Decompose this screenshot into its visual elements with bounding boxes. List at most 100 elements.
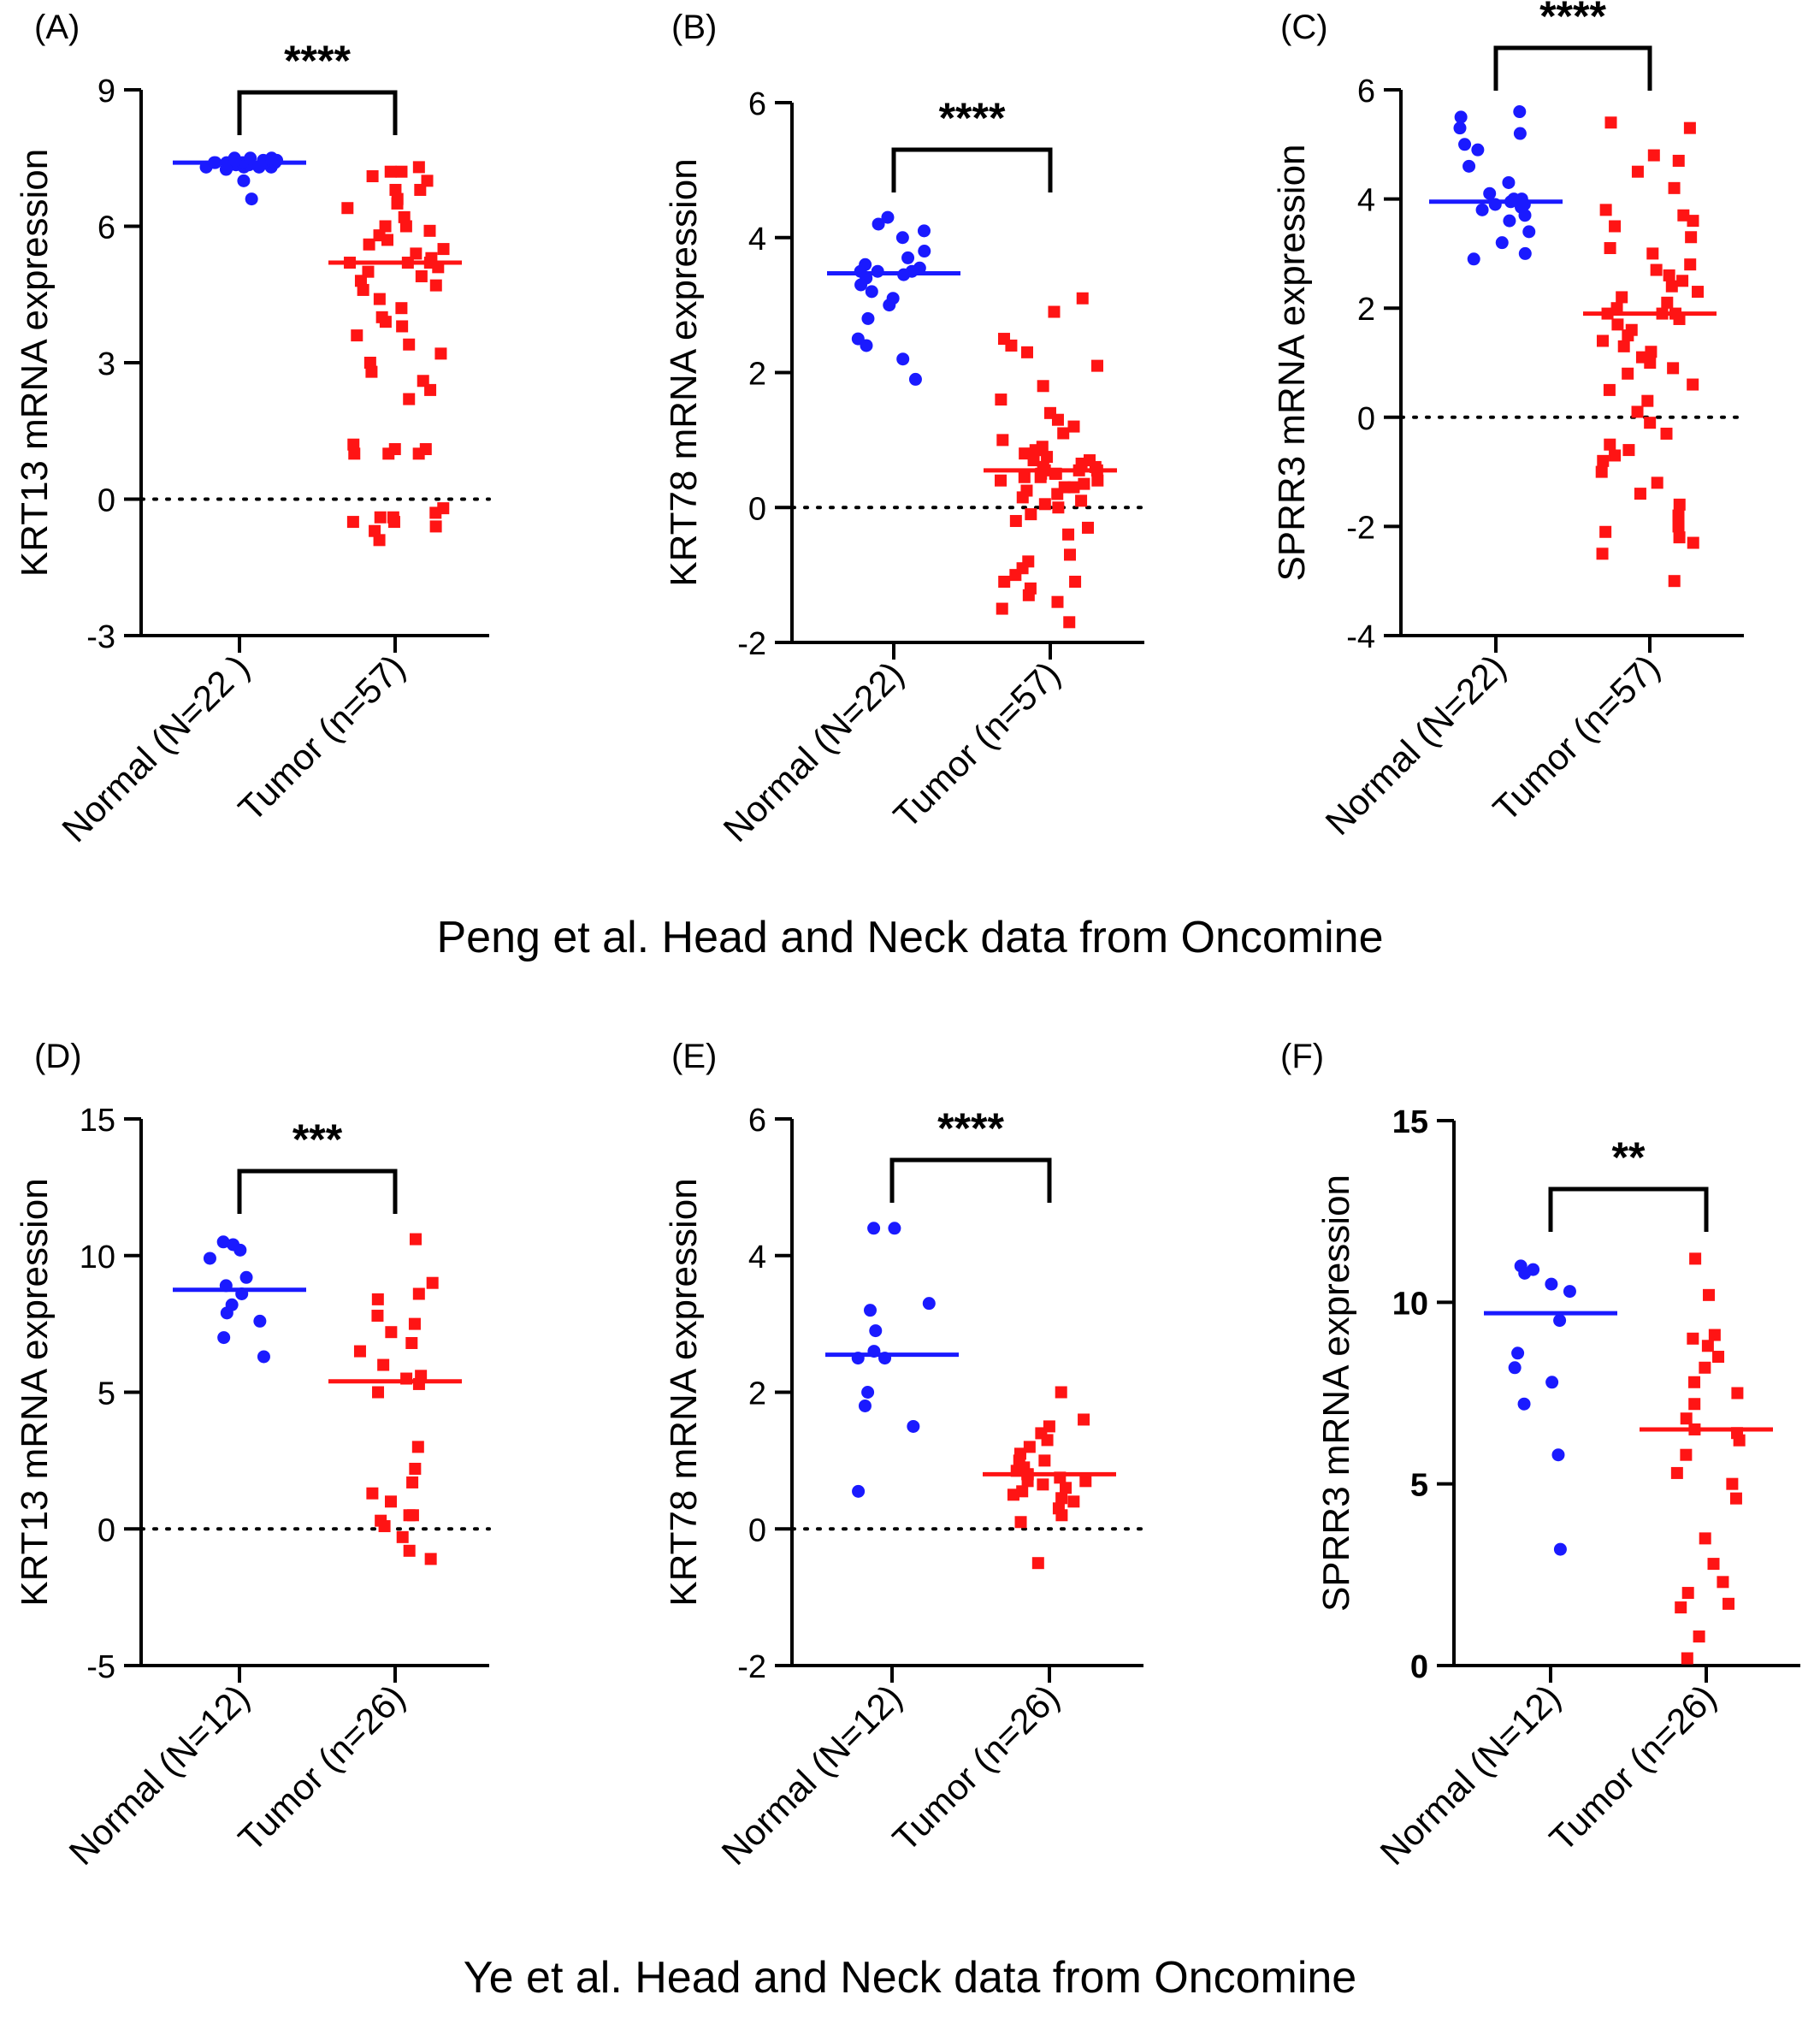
normal-data-point <box>253 1314 267 1328</box>
tumor-data-point <box>1051 413 1064 426</box>
normal-data-point <box>1563 1285 1576 1299</box>
tumor-data-point <box>1712 1351 1725 1364</box>
normal-data-point <box>220 1306 233 1320</box>
tumor-data-point <box>1663 269 1675 281</box>
y-tick-label: 0 <box>748 491 766 527</box>
tumor-data-point <box>1016 491 1029 504</box>
tumor-data-point <box>1617 340 1630 352</box>
tumor-data-point <box>1622 444 1635 457</box>
tumor-data-point <box>429 520 442 533</box>
tumor-data-point <box>1075 494 1088 507</box>
tumor-data-point <box>371 1310 384 1323</box>
tumor-data-point <box>1062 528 1075 541</box>
tumor-data-point <box>1693 1630 1705 1643</box>
tumor-data-point <box>384 165 397 178</box>
tumor-data-point <box>1599 204 1612 216</box>
tumor-data-point <box>996 434 1009 447</box>
normal-data-point <box>908 372 922 386</box>
tumor-data-point <box>1644 357 1657 369</box>
tumor-data-point <box>1009 515 1022 528</box>
top-row-caption: Peng et al. Head and Neck data from Onco… <box>436 913 1384 962</box>
tumor-data-point <box>1675 1601 1687 1614</box>
tumor-data-point <box>1597 454 1610 467</box>
tumor-data-point <box>396 1530 409 1543</box>
tumor-data-point <box>366 1487 379 1500</box>
tumor-data-point <box>366 170 379 183</box>
panel-f: (F) 0 5 10 15 SPRR3 mRNA expression Normal (N=… <box>1280 1038 1800 1873</box>
x-tick-label: Normal (N=22) <box>716 654 912 849</box>
tumor-data-point <box>1688 1376 1701 1388</box>
tumor-data-point <box>1661 296 1674 309</box>
y-axis-label: KRT13 mRNA expression <box>14 1178 56 1607</box>
tumor-data-point <box>1689 1252 1702 1265</box>
tumor-data-point <box>1027 454 1040 467</box>
tumor-data-point <box>385 1326 398 1339</box>
normal-data-point <box>864 1304 878 1317</box>
tumor-data-point <box>1067 481 1080 494</box>
y-tick-label: -2 <box>737 626 766 662</box>
normal-data-point <box>1513 127 1527 140</box>
tumor-data-point <box>395 302 408 315</box>
tumor-data-point <box>1055 1492 1068 1505</box>
normal-data-point <box>861 311 875 325</box>
y-axis-label: SPRR3 mRNA expression <box>1271 144 1313 581</box>
significance-stars: **** <box>1539 0 1606 40</box>
tumor-data-point <box>1063 616 1076 629</box>
tumor-data-point <box>996 602 1008 615</box>
panel-a: (A) -3 0 3 6 9 KRT13 mRNA expression Normal (N=… <box>14 9 491 849</box>
normal-data-point <box>869 1324 883 1338</box>
tumor-data-point <box>1683 121 1696 134</box>
x-tick-label: Normal (N=22 ) <box>54 647 257 849</box>
tumor-data-point <box>1687 215 1699 228</box>
tumor-data-point <box>1670 1466 1683 1479</box>
tumor-data-point <box>1014 1516 1027 1529</box>
tumor-data-point <box>347 438 360 451</box>
panel-c: (C) -4 -2 0 2 4 6 SPRR3 mRNA expression Normal (… <box>1271 0 1746 843</box>
tumor-data-point <box>412 447 425 460</box>
tumor-data-point <box>1051 488 1064 500</box>
tumor-data-point <box>1055 1509 1068 1522</box>
tumor-data-point <box>357 283 369 296</box>
significance-stars: **** <box>939 94 1006 142</box>
normal-data-point <box>865 285 878 299</box>
tumor-data-point <box>1069 576 1082 589</box>
tumor-data-point <box>1051 595 1064 608</box>
tumor-data-point <box>421 175 434 187</box>
tumor-data-point <box>1057 427 1070 440</box>
tumor-data-point <box>382 447 395 460</box>
normal-data-point <box>1495 236 1509 250</box>
tumor-data-point <box>374 511 387 524</box>
normal-data-point <box>233 1243 247 1257</box>
tumor-data-point <box>1647 149 1660 162</box>
tumor-data-point <box>1023 1441 1036 1453</box>
tumor-data-point <box>423 224 436 237</box>
normal-data-point <box>883 299 896 312</box>
tumor-data-point <box>1604 438 1616 451</box>
tumor-data-point <box>1667 362 1680 375</box>
normal-data-point <box>239 1270 253 1284</box>
y-tick-label: 0 <box>98 483 115 519</box>
y-tick-label: -2 <box>737 1649 766 1685</box>
tumor-data-point <box>1688 1398 1701 1411</box>
x-tick-label: Tumor (n=26) <box>1542 1677 1724 1859</box>
tumor-data-point <box>1007 1488 1019 1501</box>
normal-data-point <box>257 1350 270 1364</box>
tumor-data-point <box>1610 302 1623 315</box>
tumor-data-point <box>363 357 376 369</box>
normal-data-point <box>1503 214 1516 228</box>
tumor-data-point <box>1687 1332 1699 1345</box>
tumor-data-point <box>398 210 411 223</box>
normal-data-point <box>1502 175 1516 189</box>
normal-data-point <box>1522 225 1536 239</box>
tumor-data-point <box>412 1287 425 1300</box>
tumor-data-point <box>1041 451 1054 464</box>
y-tick-label: 4 <box>748 222 766 257</box>
y-tick-label: -4 <box>1346 619 1375 655</box>
tumor-data-point <box>1733 1434 1746 1447</box>
y-axis-label: KRT13 mRNA expression <box>14 149 56 577</box>
tumor-data-point <box>410 247 422 260</box>
tumor-data-point <box>351 329 363 342</box>
tumor-data-point <box>429 279 442 292</box>
tumor-data-point <box>1078 1413 1090 1426</box>
tumor-data-point <box>1668 181 1681 194</box>
